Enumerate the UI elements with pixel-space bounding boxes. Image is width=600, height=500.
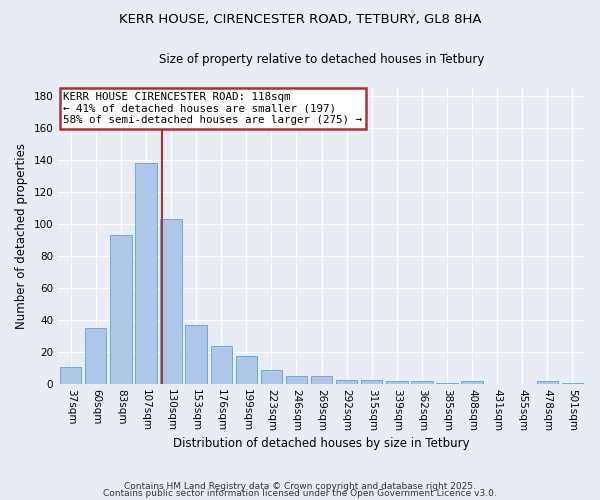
Bar [537, 381, 558, 384]
Bar [562, 383, 583, 384]
Bar [236, 356, 257, 384]
Y-axis label: Number of detached properties: Number of detached properties [15, 143, 28, 329]
Bar [361, 380, 382, 384]
Text: Contains HM Land Registry data © Crown copyright and database right 2025.: Contains HM Land Registry data © Crown c… [124, 482, 476, 491]
Bar [336, 380, 358, 384]
Bar [436, 383, 458, 384]
Bar [411, 381, 433, 384]
Bar [211, 346, 232, 385]
Title: Size of property relative to detached houses in Tetbury: Size of property relative to detached ho… [159, 52, 484, 66]
Text: Contains public sector information licensed under the Open Government Licence v3: Contains public sector information licen… [103, 489, 497, 498]
Bar [85, 328, 106, 384]
Bar [286, 376, 307, 384]
Text: KERR HOUSE CIRENCESTER ROAD: 118sqm
← 41% of detached houses are smaller (197)
5: KERR HOUSE CIRENCESTER ROAD: 118sqm ← 41… [64, 92, 362, 125]
Bar [185, 325, 207, 384]
Bar [311, 376, 332, 384]
X-axis label: Distribution of detached houses by size in Tetbury: Distribution of detached houses by size … [173, 437, 470, 450]
Bar [386, 381, 407, 384]
Bar [110, 235, 131, 384]
Bar [261, 370, 282, 384]
Bar [461, 381, 483, 384]
Text: KERR HOUSE, CIRENCESTER ROAD, TETBURY, GL8 8HA: KERR HOUSE, CIRENCESTER ROAD, TETBURY, G… [119, 12, 481, 26]
Bar [160, 219, 182, 384]
Bar [60, 367, 82, 384]
Bar [136, 163, 157, 384]
